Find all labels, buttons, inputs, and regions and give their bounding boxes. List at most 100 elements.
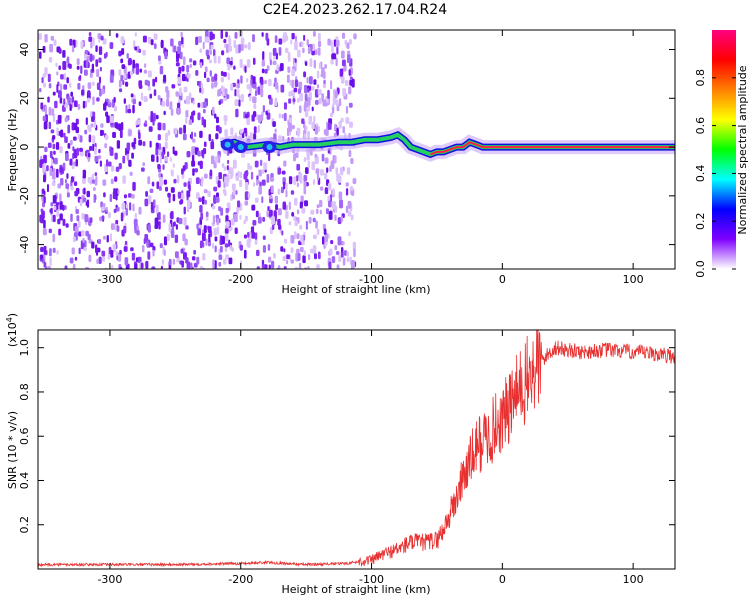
noise-cell xyxy=(307,46,311,55)
noise-cell xyxy=(205,49,209,56)
noise-cell xyxy=(105,111,109,117)
noise-cell xyxy=(72,236,76,243)
noise-cell xyxy=(298,262,302,269)
noise-cell xyxy=(307,131,310,138)
noise-cell xyxy=(82,197,87,202)
noise-cell xyxy=(69,82,72,88)
noise-cell xyxy=(149,242,154,248)
noise-cell xyxy=(59,83,63,91)
noise-cell xyxy=(70,91,73,97)
noise-cell xyxy=(345,188,349,196)
noise-cell xyxy=(59,97,63,104)
noise-cell xyxy=(225,179,229,187)
noise-cell xyxy=(163,179,167,185)
noise-cell xyxy=(168,258,172,266)
noise-cell xyxy=(290,235,295,244)
noise-cell xyxy=(269,209,273,217)
noise-cell xyxy=(49,257,52,266)
noise-cell xyxy=(56,84,59,93)
noise-cell xyxy=(323,79,326,85)
noise-cell xyxy=(297,88,302,95)
noise-cell xyxy=(262,216,266,222)
noise-cell xyxy=(291,212,295,217)
noise-cell xyxy=(267,256,272,263)
noise-cell xyxy=(339,98,342,107)
noise-cell xyxy=(315,220,318,229)
noise-cell xyxy=(272,121,276,127)
noise-cell xyxy=(62,50,66,58)
noise-cell xyxy=(304,84,308,94)
noise-cell xyxy=(152,245,156,251)
noise-cell xyxy=(348,231,351,237)
noise-cell xyxy=(142,35,147,43)
noise-cell xyxy=(278,38,283,45)
noise-cell xyxy=(67,124,71,134)
noise-cell xyxy=(74,100,78,108)
noise-cell xyxy=(341,59,346,67)
noise-cell xyxy=(87,156,90,162)
noise-cell xyxy=(307,104,311,112)
noise-cell xyxy=(288,221,292,226)
noise-cell xyxy=(140,167,145,172)
noise-cell xyxy=(154,217,159,227)
noise-cell xyxy=(89,217,93,224)
noise-cell xyxy=(130,247,134,252)
noise-cell xyxy=(198,224,203,230)
noise-cell xyxy=(144,120,148,125)
noise-cell xyxy=(217,180,221,188)
noise-cell xyxy=(307,254,311,260)
noise-cell xyxy=(178,40,182,47)
noise-cell xyxy=(254,90,258,97)
noise-cell xyxy=(162,164,165,170)
noise-cell xyxy=(303,71,307,78)
noise-cell xyxy=(299,42,302,48)
noise-cell xyxy=(251,231,256,239)
noise-cell xyxy=(140,268,143,269)
noise-cell xyxy=(251,204,256,211)
noise-cell xyxy=(69,158,73,166)
noise-cell xyxy=(214,156,218,163)
noise-cell xyxy=(85,230,89,237)
noise-cell xyxy=(267,206,270,212)
noise-cell xyxy=(287,66,291,73)
noise-cell xyxy=(153,112,156,122)
noise-cell xyxy=(297,252,301,261)
noise-cell xyxy=(292,98,296,103)
noise-cell xyxy=(301,118,305,125)
noise-cell xyxy=(178,66,182,75)
noise-cell xyxy=(246,77,249,83)
noise-cell xyxy=(199,48,203,53)
noise-cell xyxy=(189,262,193,269)
noise-cell xyxy=(301,207,306,214)
noise-cell xyxy=(182,165,186,172)
noise-cell xyxy=(143,69,148,74)
noise-cell xyxy=(277,188,281,195)
noise-cell xyxy=(195,36,199,46)
noise-cell xyxy=(314,99,319,105)
noise-cell xyxy=(257,124,260,133)
noise-cell xyxy=(309,115,313,123)
noise-cell xyxy=(249,84,252,92)
noise-cell xyxy=(202,101,207,108)
noise-cell xyxy=(310,248,315,254)
noise-cell xyxy=(138,132,141,140)
noise-cell xyxy=(51,181,56,187)
noise-cell xyxy=(87,176,92,183)
x-tick-label: 100 xyxy=(623,273,644,286)
noise-cell xyxy=(323,228,327,235)
noise-cell xyxy=(92,37,95,46)
noise-cell xyxy=(152,249,155,257)
noise-cell xyxy=(229,60,233,66)
noise-cell xyxy=(148,126,153,132)
y-tick-label: -40 xyxy=(18,236,31,254)
noise-cell xyxy=(225,31,228,38)
noise-cell xyxy=(335,251,340,256)
noise-cell xyxy=(252,57,256,65)
noise-cell xyxy=(203,225,207,234)
noise-cell xyxy=(48,121,51,130)
snr-frame xyxy=(37,329,676,570)
noise-cell xyxy=(186,150,191,158)
noise-cell xyxy=(260,159,263,166)
noise-cell xyxy=(57,183,61,189)
